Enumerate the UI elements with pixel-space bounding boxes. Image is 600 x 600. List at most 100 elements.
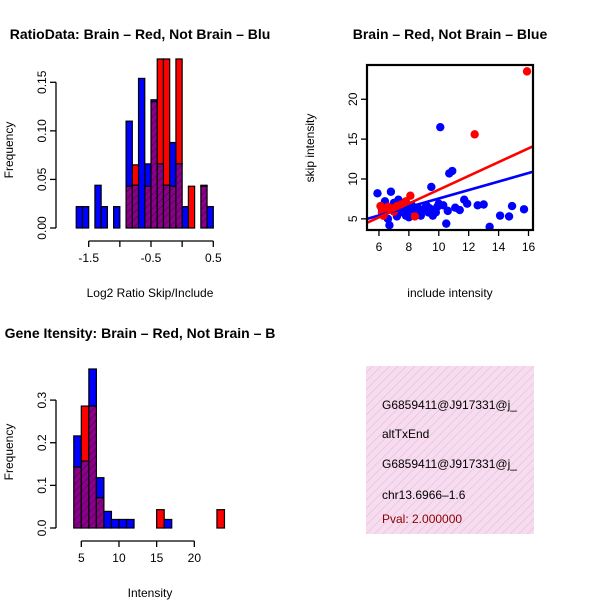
ratio-histogram-panel: RatioData: Brain – Red, Not Brain – Blu … — [2, 26, 270, 300]
scatter-not-brain-point — [479, 200, 488, 209]
ratio-histogram-title: RatioData: Brain – Red, Not Brain – Blu — [10, 26, 271, 42]
scatter-not-brain-point — [427, 182, 436, 192]
scatter-not-brain-point — [385, 221, 394, 230]
ratio-histogram-x-tick-label: 0.5 — [205, 251, 222, 265]
ratio-histogram-not-brain-bar — [100, 206, 108, 229]
gene-intensity-overlap-bar — [80, 460, 90, 529]
scatter-brain-point — [522, 67, 532, 76]
gene-intensity-not-brain-bar — [73, 435, 82, 468]
info-event-id-2: G6859411@J917331@j_ — [382, 457, 517, 471]
scatter-ylabel: skip intensity — [303, 114, 317, 183]
scatter-not-brain-point — [442, 219, 451, 228]
ratio-histogram-not-brain-bar — [137, 77, 146, 229]
scatter-x-tick-label: 14 — [492, 240, 506, 254]
info-panel-background — [366, 366, 534, 534]
scatter-title: Brain – Red, Not Brain – Blue — [353, 26, 548, 42]
ratio-histogram-not-brain-bar — [144, 163, 152, 187]
scatter-not-brain-point — [455, 205, 464, 215]
ratio-histogram-brain-bar — [131, 164, 140, 186]
ratio-histogram-brain-bar — [175, 58, 183, 165]
ratio-histogram-y-tick-label: 0.05 — [35, 167, 49, 191]
gene-intensity-not-brain-bar — [125, 518, 135, 529]
ratio-histogram-overlap-bar — [156, 163, 165, 229]
ratio-histogram-not-brain-bar — [75, 206, 84, 229]
gene-intensity-x-tick-label: 20 — [188, 551, 202, 565]
scatter-x-tick-label: 8 — [406, 240, 413, 254]
gene-intensity-y-tick-label: 0.2 — [35, 434, 49, 451]
gene-intensity-overlap-bar — [73, 466, 82, 529]
ratio-histogram-ylabel: Frequency — [2, 122, 16, 179]
gene-intensity-x-tick-label: 15 — [150, 551, 164, 565]
scatter-plot-box — [365, 63, 535, 232]
ratio-histogram-overlap-bar — [200, 185, 208, 229]
scatter-not-brain-point — [504, 212, 514, 221]
intensity-scatter-panel: Brain – Red, Not Brain – Blue include in… — [303, 26, 547, 300]
scatter-not-brain-point — [495, 211, 505, 220]
scatter-brain-point — [410, 212, 420, 221]
gene-intensity-overlap-bar — [95, 497, 105, 529]
scatter-y-tick-label: 20 — [346, 92, 360, 106]
gene-intensity-y-tick-label: 0.1 — [35, 477, 49, 494]
info-pval: Pval: 2.000000 — [382, 512, 462, 526]
ratio-histogram-bars — [75, 58, 214, 229]
ratio-histogram-y-tick-label: 0.10 — [35, 119, 49, 143]
gene-intensity-not-brain-bar — [118, 518, 128, 529]
scatter-not-brain-point — [462, 199, 472, 208]
scatter-not-brain-point — [519, 205, 529, 214]
ratio-histogram-brain-bar — [156, 58, 165, 165]
scatter-not-brain-point — [439, 201, 448, 210]
ratio-histogram-x-tick-label: -0.5 — [141, 251, 162, 265]
scatter-not-brain-point — [373, 189, 382, 198]
scatter-not-brain-point — [507, 201, 517, 211]
gene-intensity-xlabel: Intensity — [128, 586, 173, 600]
gene-intensity-not-brain-bar — [110, 518, 120, 529]
gene-intensity-axes: 5 10 15 20 0.0 0.1 0.2 0.3 — [35, 391, 201, 565]
gene-intensity-not-brain-bar — [88, 368, 97, 407]
scatter-x-tick-label: 6 — [376, 240, 383, 254]
ratio-histogram-xlabel: Log2 Ratio Skip/Include — [87, 286, 214, 300]
scatter-not-brain-point — [386, 187, 396, 196]
ratio-histogram-overlap-bar — [169, 185, 177, 229]
ratio-histogram-overlap-bar — [125, 185, 133, 229]
gene-intensity-bars — [73, 368, 226, 529]
info-panel: G6859411@J917331@j_ altTxEnd G6859411@J9… — [366, 366, 534, 534]
ratio-histogram-brain-bar — [162, 58, 171, 186]
scatter-axes: 6 8 10 12 14 16 5 10 15 20 — [346, 63, 536, 254]
ratio-histogram-not-brain-bar — [94, 184, 102, 229]
scatter-x-tick-label: 12 — [462, 240, 476, 254]
ratio-histogram-not-brain-bar — [113, 206, 121, 229]
ratio-histogram-overlap-bar — [150, 101, 158, 229]
scatter-brain-point — [470, 130, 479, 139]
scatter-brain-fit-line — [366, 145, 534, 225]
gene-intensity-brain-bar — [216, 509, 226, 529]
ratio-histogram-y-tick-label: 0.15 — [35, 70, 49, 94]
scatter-not-brain-point — [425, 204, 435, 213]
gene-intensity-not-brain-bar — [163, 518, 173, 529]
gene-intensity-y-tick-label: 0.3 — [35, 391, 49, 408]
gene-intensity-not-brain-bar — [103, 510, 113, 529]
gene-intensity-x-tick-label: 5 — [78, 551, 85, 565]
ratio-histogram-brain-bar — [187, 185, 196, 229]
gene-intensity-overlap-bar — [88, 405, 97, 529]
ratio-histogram-not-brain-bar — [169, 141, 177, 187]
gene-intensity-title: Gene Itensity: Brain – Red, Not Brain – … — [5, 325, 276, 341]
gene-intensity-not-brain-bar — [95, 477, 105, 499]
scatter-not-brain-point — [443, 206, 452, 216]
ratio-histogram-overlap-bar — [131, 184, 140, 229]
ratio-histogram-y-tick-label: 0.00 — [35, 216, 49, 240]
ratio-histogram-not-brain-bar — [81, 206, 90, 229]
ratio-histogram-overlap-bar — [175, 163, 183, 229]
scatter-x-tick-label: 10 — [432, 240, 446, 254]
gene-intensity-x-tick-label: 10 — [112, 551, 126, 565]
scatter-brain-point — [406, 191, 415, 200]
gene-intensity-brain-bar — [80, 405, 90, 462]
scatter-not-brain-point — [436, 122, 445, 132]
scatter-marks — [366, 67, 534, 232]
scatter-xlabel: include intensity — [407, 286, 492, 300]
ratio-histogram-overlap-bar — [162, 184, 171, 229]
scatter-not-brain-point — [448, 166, 457, 176]
ratio-histogram-not-brain-bar — [125, 120, 133, 187]
ratio-histogram-not-brain-bar — [206, 206, 214, 229]
info-location: chr13.6966–1.6 — [382, 488, 466, 502]
